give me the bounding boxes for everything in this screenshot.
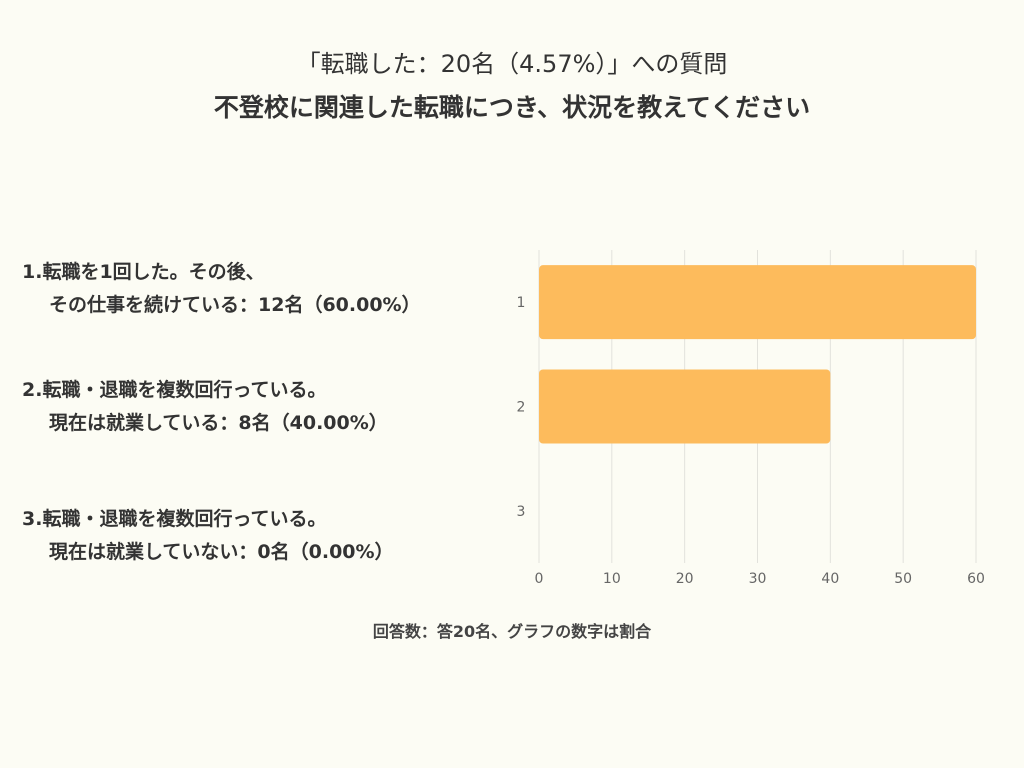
chart-subtitle: 不登校に関連した転職につき、状況を教えてください	[213, 93, 811, 122]
x-tick-label-30: 30	[749, 571, 767, 587]
y-tick-label-2: 2	[517, 400, 526, 416]
category-label-2: 2.転職・退職を複数回行っている。 現在は就業している：8名（40.00%）	[22, 374, 388, 440]
category-label-3: 3.転職・退職を複数回行っている。 現在は就業していない：0名（0.00%）	[22, 503, 394, 569]
x-tick-label-60: 60	[967, 571, 985, 587]
category-label-1-line2: その仕事を続けている：12名（60.00%）	[49, 294, 421, 316]
category-label-3-line2: 現在は就業していない：0名（0.00%）	[49, 541, 394, 563]
x-tick-label-20: 20	[676, 571, 694, 587]
x-tick-label-10: 10	[603, 571, 621, 587]
bar-2	[539, 369, 831, 444]
x-tick-label-50: 50	[894, 571, 912, 587]
x-tick-label-0: 0	[535, 571, 544, 587]
y-tick-label-1: 1	[517, 295, 526, 311]
category-label-2-line2: 現在は就業している：8名（40.00%）	[49, 412, 388, 434]
y-tick-label-3: 3	[517, 504, 526, 520]
category-label-3-line1: 3.転職・退職を複数回行っている。	[22, 508, 327, 530]
category-label-1: 1.転職を1回した。その後、 その仕事を続けている：12名（60.00%）	[22, 256, 421, 322]
x-tick-label-40: 40	[821, 571, 839, 587]
chart-footer-note: 回答数：答20名、グラフの数字は割合	[372, 622, 652, 641]
bar-1	[539, 265, 976, 340]
category-label-1-line1: 1.転職を1回した。その後、	[22, 261, 265, 283]
chart-title: 「転職した：20名（4.57%）」への質問	[296, 50, 728, 78]
category-label-2-line1: 2.転職・退職を複数回行っている。	[22, 379, 327, 401]
